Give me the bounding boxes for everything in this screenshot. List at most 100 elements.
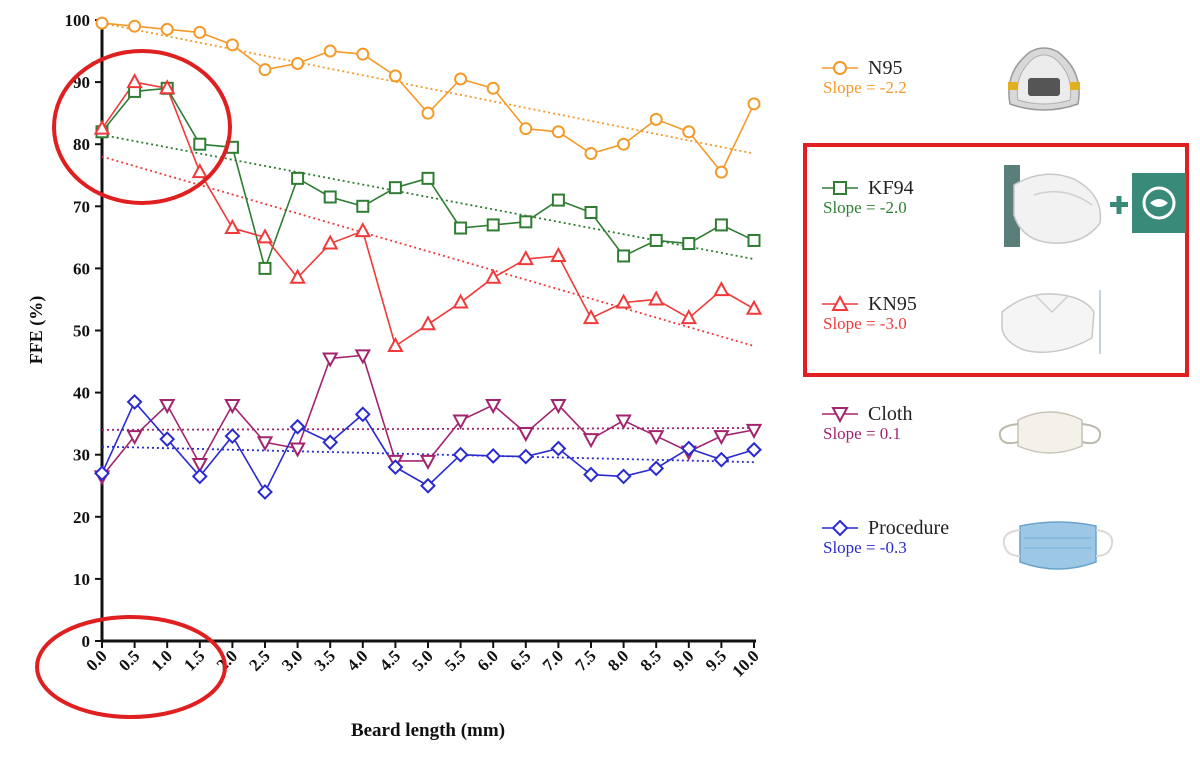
n95-data-point [258,63,272,77]
kn95-data-point [713,281,730,297]
x-tick-label: 6.0 [474,646,502,674]
x-tick-label: 5.0 [408,646,436,674]
n95-legend-symbol [822,61,858,75]
procedure-mask-icon [1002,521,1114,570]
kf94-data-point [519,215,533,229]
kf94-data-point [551,193,565,207]
legend-label: KF94 [868,176,914,199]
procedure-data-point [680,440,697,457]
n95-data-point [323,44,337,58]
legend-entry-cloth: Cloth Slope = 0.1 [822,402,1002,444]
cloth-data-point [191,458,208,474]
kn95-data-point [159,79,176,95]
procedure-data-point [713,451,730,468]
y-tick-label: 30 [73,446,90,465]
cloth-data-point [648,430,665,446]
slope-label: Slope = 0.1 [823,424,902,443]
n95-data-point [584,147,598,161]
kn95-data-point [419,315,437,331]
kf94-data-point [617,249,631,263]
kf94-data-point [454,221,468,235]
kf94-data-point [323,190,337,204]
series-markers [93,16,763,500]
legend-label: KN95 [868,292,917,315]
cloth-mask-icon [998,411,1102,454]
x-tick-label: 7.5 [571,646,599,674]
cloth-data-point [354,349,371,365]
kn95-data-point [126,73,143,89]
x-tick-label: 3.0 [278,646,306,674]
procedure-data-point [94,465,110,482]
x-tick-label: 1.5 [180,646,208,674]
kn95-data-point [191,163,208,179]
legend-label: Cloth [868,402,913,425]
n95-data-point [486,81,500,95]
kn95-data-point [648,290,665,306]
kn95-mask-icon [1001,290,1101,354]
series-lines [101,22,755,494]
n95-data-point [160,22,174,36]
n95-data-point [291,56,305,70]
kf94-data-point [356,199,370,213]
kf94-data-point [747,233,761,247]
x-tick-label: 8.0 [604,646,632,674]
procedure-data-point [322,434,339,451]
cloth-legend-symbol [822,407,858,424]
procedure-data-point [746,441,762,458]
procedure-data-point [452,446,469,463]
n95-data-point [747,97,761,111]
legend-entry-kn95: KN95 Slope = -3.0 [822,292,1002,334]
y-tick-label: 60 [73,259,90,278]
cloth-data-point [517,426,534,443]
kn95-data-point [322,234,339,250]
x-tick-label: 2.0 [213,646,241,674]
n95-data-point [617,137,631,151]
n95-data-point [682,125,696,139]
n95-data-point [551,125,565,139]
n95-data-point [225,38,239,52]
n95-data-point [649,112,663,126]
x-tick-label: 10.0 [728,646,762,680]
procedure-data-point [387,459,404,476]
cloth-data-point [159,399,176,415]
highlight-circle-bottom [35,615,227,719]
x-tick-label: 8.5 [637,646,665,674]
procedure-data-point [289,418,306,435]
n95-data-point [421,106,435,120]
y-tick-label: 80 [73,135,90,154]
procedure-data-point [191,468,208,485]
y-tick-label: 50 [73,322,90,341]
procedure-data-point [583,466,599,483]
kf94-data-point [584,206,598,220]
n95-data-point [193,25,207,39]
kn95-data-point [745,299,763,315]
cloth-data-point [582,433,600,449]
kn95-data-point [485,268,502,284]
n95-data-point [128,19,142,33]
slope-label: Slope = -3.0 [823,314,907,333]
kf94-data-point [714,218,728,232]
n95-trend-line [101,22,755,155]
kn95-data-point [354,222,371,238]
kf94-data-point [258,261,272,275]
n95-data-point [388,69,402,83]
kf94-mask-icon [1004,165,1186,247]
cloth-data-point [615,414,632,430]
x-tick-label: 9.5 [702,646,730,674]
kn95-data-point [615,293,632,309]
kf94-legend-symbol [822,181,858,195]
kf94-data-point [291,171,305,185]
kn95-data-point [680,308,697,325]
kn95-data-point [582,308,600,325]
procedure-data-point [615,468,632,485]
n95-respirator-icon [1008,47,1080,111]
n95-data-point [356,47,370,61]
n95-data-point [454,72,468,86]
x-tick-label: 9.0 [669,646,697,674]
legend-entry-kf94: KF94 Slope = -2.0 [822,176,1002,218]
procedure-data-point [517,448,534,465]
cloth-data-point [256,436,274,452]
highlight-circle-top [52,49,232,205]
